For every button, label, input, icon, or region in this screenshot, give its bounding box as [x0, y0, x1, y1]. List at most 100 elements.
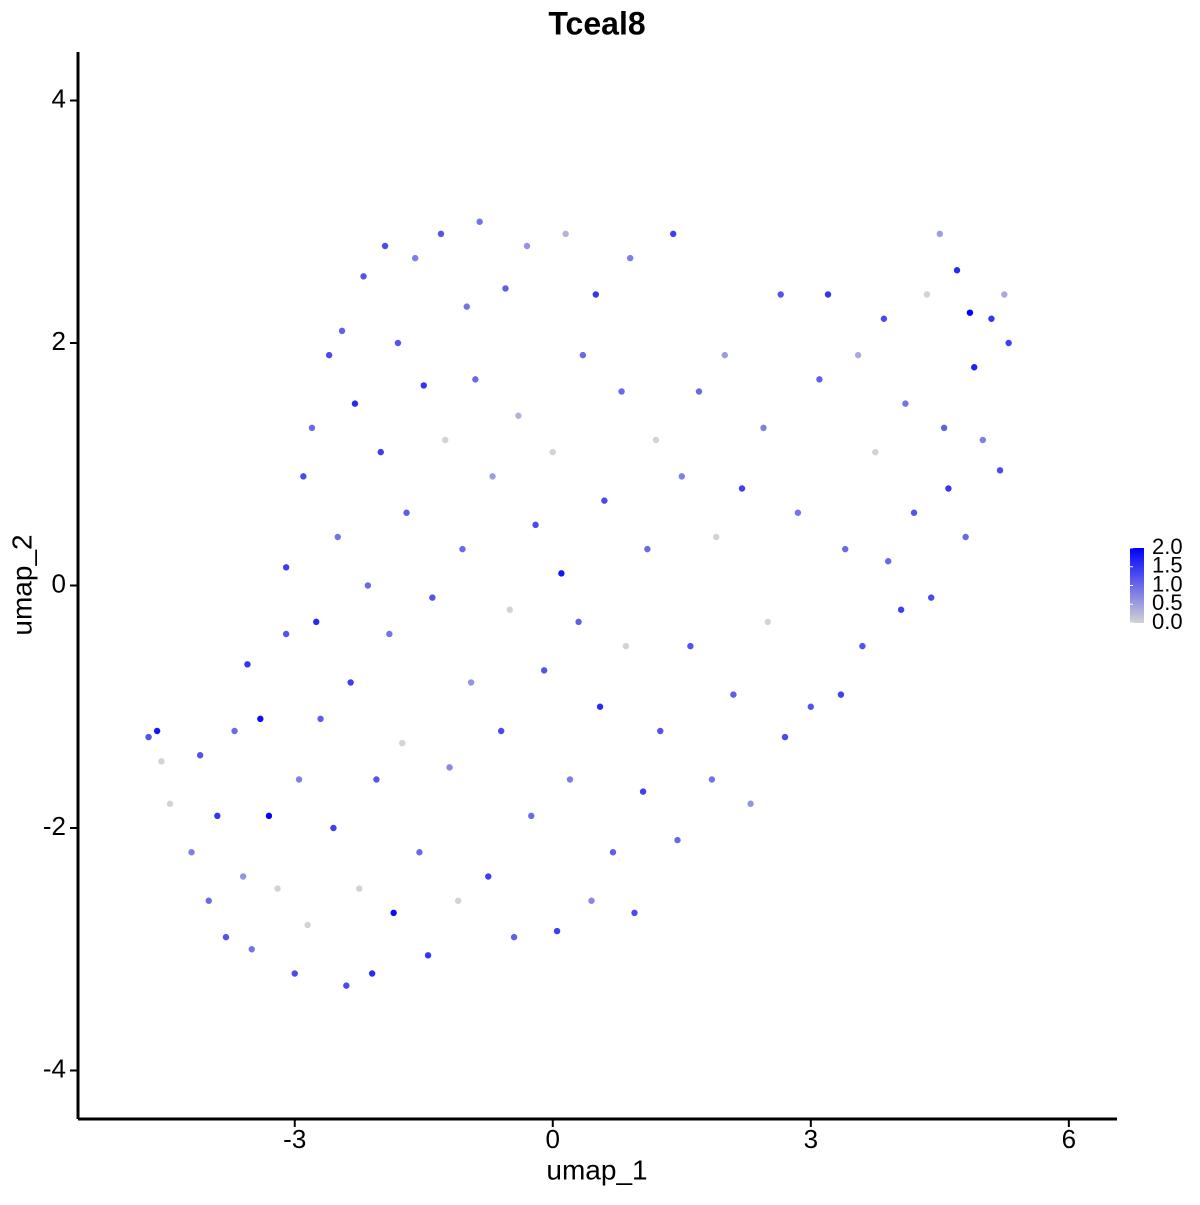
point [515, 412, 522, 419]
point [558, 570, 565, 577]
point [953, 267, 961, 274]
point [872, 448, 879, 456]
point [476, 218, 483, 225]
point [528, 812, 535, 820]
point [205, 897, 212, 904]
point [497, 727, 505, 735]
point [1005, 339, 1012, 347]
point [489, 473, 496, 480]
point [996, 467, 1004, 474]
point [760, 424, 767, 432]
point [158, 758, 165, 765]
point [596, 703, 604, 710]
point [854, 351, 862, 359]
point [712, 533, 720, 541]
point [274, 885, 281, 892]
point [429, 594, 436, 601]
point [966, 309, 974, 316]
point [523, 242, 531, 250]
point [842, 545, 849, 553]
point [764, 618, 771, 626]
point [317, 715, 324, 723]
point [304, 921, 311, 929]
point [454, 897, 462, 904]
point [1001, 291, 1008, 298]
point [674, 836, 681, 844]
point [652, 436, 660, 444]
point [416, 849, 423, 856]
x-axis-label: umap_1 [546, 1154, 647, 1185]
point [222, 933, 230, 941]
point [807, 703, 815, 710]
point [424, 952, 432, 959]
point [502, 285, 509, 292]
y-tick-label: 0 [52, 568, 66, 598]
point [437, 230, 445, 238]
point [553, 927, 561, 935]
point [837, 691, 845, 698]
point [588, 897, 595, 904]
point [708, 776, 716, 783]
point [566, 776, 574, 783]
point [885, 558, 892, 565]
point [897, 606, 905, 613]
point [781, 733, 789, 741]
x-tick-label: 6 [1062, 1124, 1076, 1154]
point [403, 509, 410, 516]
point [244, 661, 251, 668]
point [265, 812, 273, 820]
y-tick-label: 2 [52, 326, 66, 356]
y-tick-label: 4 [52, 83, 66, 113]
point [338, 327, 346, 335]
x-tick-label: -3 [283, 1124, 306, 1154]
point [962, 533, 969, 541]
point [390, 909, 397, 917]
point [532, 521, 539, 529]
y-tick-label: -2 [43, 811, 66, 841]
point [695, 388, 703, 395]
point [373, 776, 380, 783]
point [609, 849, 617, 856]
point [463, 303, 470, 310]
point [626, 254, 634, 262]
point [639, 788, 647, 795]
point [377, 448, 384, 456]
point [188, 849, 195, 856]
point [420, 382, 427, 389]
point [575, 618, 582, 626]
point [738, 485, 746, 492]
point [399, 739, 406, 747]
point [940, 424, 948, 432]
point [446, 764, 453, 771]
point [540, 667, 548, 674]
point [631, 909, 638, 917]
y-tick-label: -4 [43, 1053, 66, 1083]
point [351, 400, 359, 407]
point [300, 473, 307, 480]
point [824, 291, 832, 298]
point [902, 400, 909, 407]
point [747, 800, 754, 807]
point [777, 291, 784, 298]
point [368, 970, 376, 977]
point [910, 509, 918, 516]
point [562, 230, 569, 238]
point [145, 733, 152, 741]
point [794, 509, 802, 516]
color-tick-label: 1.5 [1152, 553, 1183, 578]
point [979, 436, 987, 444]
point [394, 339, 402, 347]
point [618, 388, 625, 395]
point [485, 873, 492, 880]
point [859, 642, 866, 650]
color-tick-label: 0.0 [1152, 609, 1183, 634]
point [928, 594, 935, 601]
point [325, 351, 333, 359]
point [644, 545, 651, 553]
point [308, 424, 316, 432]
point [945, 485, 952, 492]
point [214, 812, 221, 820]
point [678, 473, 685, 480]
point [356, 885, 363, 892]
point [880, 315, 888, 322]
